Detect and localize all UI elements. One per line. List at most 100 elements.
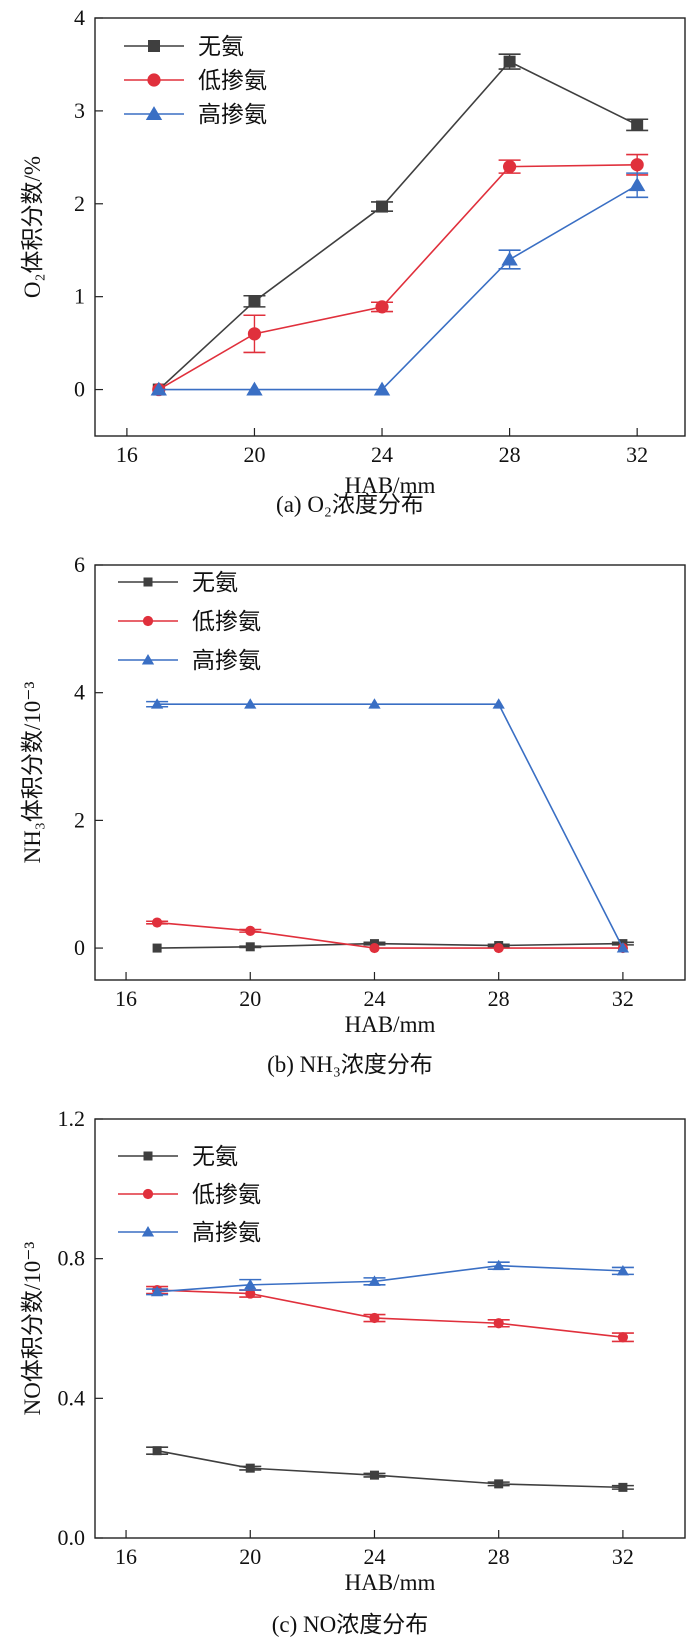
x-tick-label: 24 [363,986,385,1011]
data-point [502,160,517,174]
data-point [368,1275,381,1286]
series-line [157,1289,623,1339]
data-point [369,942,380,954]
data-point [150,1285,164,1297]
data-point [631,118,644,131]
legend-label: 低掺氨 [198,68,267,93]
data-point [245,1463,255,1473]
x-tick-label: 16 [116,442,138,467]
chart-caption: (c) NO浓度分布 [272,1612,429,1637]
x-tick-label: 28 [488,1544,510,1569]
legend-label: 无氨 [192,1144,238,1169]
legend-marker [141,654,155,665]
data-point [618,1482,628,1492]
data-point [628,177,646,192]
data-point [369,1470,379,1480]
x-tick-label: 24 [363,1544,385,1569]
series-2: 高掺氨 [118,1220,634,1297]
series-2: 高掺氨 [118,648,630,953]
x-tick-label: 20 [243,442,265,467]
data-point [494,1479,504,1489]
data-point [503,55,516,68]
data-point [492,698,505,709]
legend-marker [143,1151,153,1161]
data-point [244,1278,257,1290]
data-point [152,1446,162,1456]
x-tick-label: 20 [239,986,261,1011]
y-tick-label: 1 [74,284,85,309]
data-point [248,295,261,308]
data-point [247,327,262,341]
legend-label: 低掺氨 [192,1182,261,1207]
series-line [156,1449,623,1489]
chart-panel-no: 16 20 24 28 32 0.0 0.4 0.8 1.2 HAB/mm NO体积分数/10⁻³ (… [20,1106,686,1637]
data-point [616,1264,630,1276]
y-tick-label: 0.8 [58,1246,86,1271]
legend-marker [147,73,161,87]
x-tick-label: 20 [239,1544,261,1569]
data-point [246,381,263,396]
legend-marker [145,106,163,120]
y-tick-label: 0 [74,935,85,960]
x-tick-label: 28 [488,986,510,1011]
x-tick-label: 28 [499,442,521,467]
data-point [245,925,256,936]
chart-caption: (b) NH₃浓度分布 [267,1052,433,1077]
data-point [493,942,504,954]
plot-frame [94,564,686,981]
data-point [493,1318,504,1329]
x-tick-label: 32 [612,1544,634,1569]
y-tick-label: 0.4 [58,1385,86,1410]
legend-marker [142,1188,154,1200]
data-point [492,1259,505,1271]
legend-label: 无氨 [198,34,244,59]
x-axis-label: HAB/mm [345,473,436,498]
y-tick-label: 0.0 [58,1525,86,1550]
legend-label: 低掺氨 [192,609,261,634]
x-axis-label: HAB/mm [345,1570,436,1595]
legend-marker [143,577,153,587]
data-point [152,943,162,953]
legend-label: 高掺氨 [192,1220,261,1245]
series-2: 高掺氨 [124,102,649,396]
series-line [158,163,638,391]
series-1: 低掺氨 [124,68,649,397]
y-tick-label: 0 [74,377,85,402]
y-tick-label: 2 [74,807,85,832]
series-0: 无氨 [118,1144,634,1492]
y-axis-label: NH₃体积分数/10⁻³ [20,682,45,864]
legend-label: 高掺氨 [192,648,261,673]
y-tick-label: 4 [74,680,85,705]
y-axis-label: NO体积分数/10⁻³ [20,1242,45,1416]
data-point [150,381,167,396]
data-point [501,251,518,266]
series-line [158,184,638,391]
data-point [376,200,389,213]
legend-label: 高掺氨 [198,102,267,127]
x-tick-label: 24 [371,442,393,467]
series-1: 低掺氨 [118,1182,634,1343]
data-point [368,698,381,709]
plot-frame [94,17,686,437]
legend-marker [148,40,160,52]
y-tick-label: 1.2 [58,1106,86,1131]
data-point [616,942,630,953]
x-tick-label: 16 [115,986,137,1011]
y-tick-label: 6 [74,552,85,577]
data-point [150,698,164,709]
y-axis-label: O₂体积分数/% [20,156,45,298]
data-point [244,698,257,709]
x-tick-label: 32 [626,442,648,467]
data-point [152,917,163,928]
chart-panel-o2: 16 20 24 28 32 0 1 2 3 4 HAB/mm O₂体积分数/% (a) O₂浓度分布 无… [20,5,686,517]
data-point [245,942,255,952]
x-axis-label: HAB/mm [345,1012,436,1037]
x-tick-label: 32 [612,986,634,1011]
series-line [157,1264,623,1293]
y-tick-label: 4 [74,5,85,30]
legend-marker [141,1226,155,1237]
plot-frame [94,1118,686,1539]
legend-label: 无氨 [192,570,238,595]
